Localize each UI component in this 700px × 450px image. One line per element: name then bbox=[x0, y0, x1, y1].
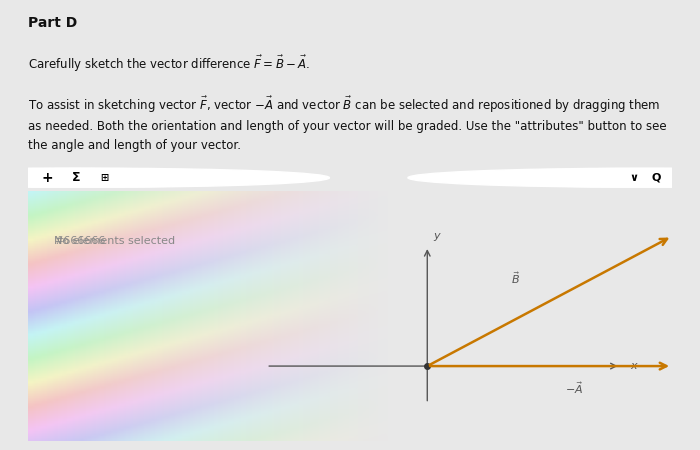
Text: ∨: ∨ bbox=[629, 173, 638, 183]
Text: #666666: #666666 bbox=[54, 236, 105, 246]
Text: Σ: Σ bbox=[72, 171, 80, 184]
Text: Part D: Part D bbox=[28, 16, 77, 30]
Text: $-\vec{A}$: $-\vec{A}$ bbox=[565, 380, 583, 396]
Circle shape bbox=[430, 168, 700, 187]
Text: ⊞: ⊞ bbox=[100, 173, 108, 183]
Circle shape bbox=[0, 168, 302, 187]
Text: y: y bbox=[434, 231, 440, 241]
Circle shape bbox=[0, 168, 273, 187]
Text: Q: Q bbox=[651, 173, 661, 183]
Text: x: x bbox=[630, 361, 637, 371]
Text: To assist in sketching vector $\vec{F}$, vector $-\vec{A}$ and vector $\vec{B}$ : To assist in sketching vector $\vec{F}$,… bbox=[28, 94, 666, 152]
Text: +: + bbox=[41, 171, 53, 185]
Circle shape bbox=[0, 168, 330, 187]
Text: $\vec{B}$: $\vec{B}$ bbox=[511, 270, 520, 286]
Text: Carefully sketch the vector difference $\vec{F} = \vec{B} - \vec{A}$.: Carefully sketch the vector difference $… bbox=[28, 54, 310, 74]
Text: No elements selected: No elements selected bbox=[54, 236, 175, 246]
Circle shape bbox=[408, 168, 700, 187]
